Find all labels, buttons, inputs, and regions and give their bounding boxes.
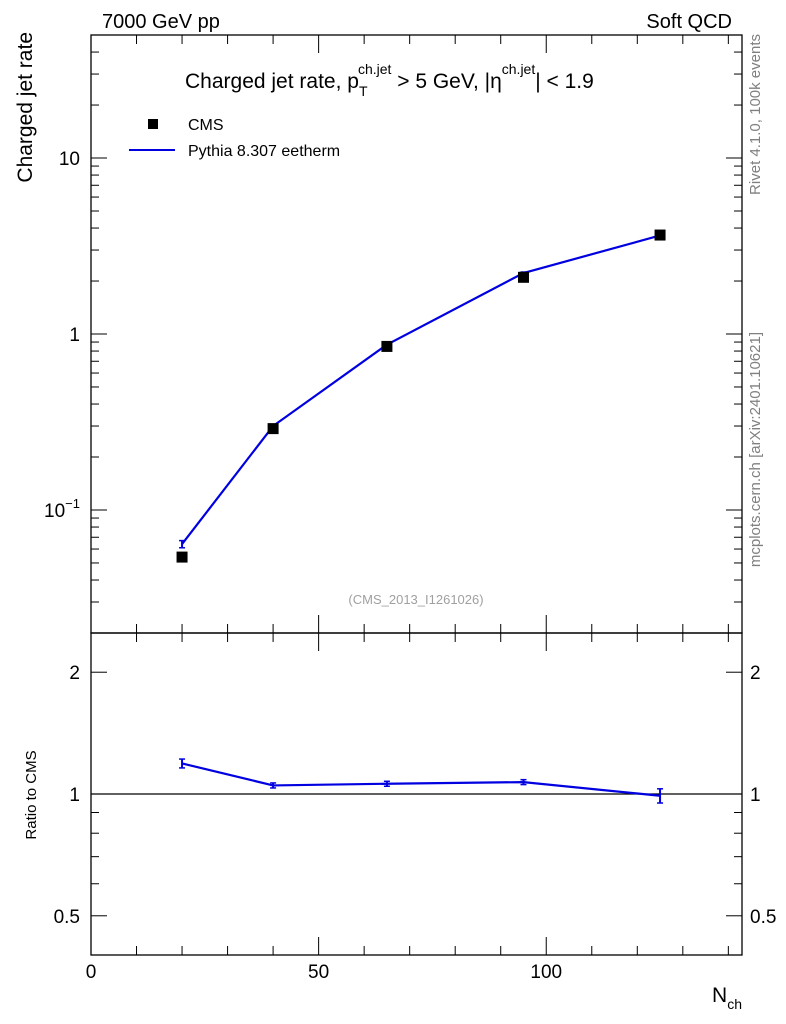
main-x-axis — [90, 35, 729, 633]
title-part-3: | < 1.9 — [535, 70, 594, 93]
header-left: 7000 GeV pp — [102, 11, 220, 33]
main-y-tick-label-base: 10 — [59, 149, 80, 170]
ratio-y-axis-label: Ratio to CMS — [23, 750, 40, 839]
header-right: Soft QCD — [646, 11, 732, 33]
main-plot-title: Charged jet rate, pTch.jet > 5 GeV, |ηch… — [185, 61, 594, 99]
ratio-mc-series — [179, 758, 664, 804]
legend-pythia-label: Pythia 8.307 eetherm — [188, 143, 340, 160]
main-data-series — [176, 229, 666, 563]
cms-data-point — [176, 551, 188, 563]
ratio-y-tick-label: 2 — [69, 663, 80, 684]
rivet-label: Rivet 4.1.0, 100k events — [747, 34, 764, 195]
analysis-id: (CMS_2013_I1261026) — [348, 592, 483, 607]
ratio-y-tick-label-right: 2 — [750, 663, 761, 684]
legend-cms-label: CMS — [188, 117, 224, 134]
x-tick-label: 50 — [308, 962, 329, 983]
mcplots-label: mcplots.cern.ch [arXiv:2401.10621] — [747, 332, 764, 567]
title-sup-1: ch.jet — [358, 61, 392, 77]
cms-data-point — [267, 423, 279, 435]
main-y-axis-label: Charged jet rate — [14, 32, 37, 183]
ratio-x-axis: 0 50 100 — [86, 633, 729, 983]
x-tick-label: 100 — [530, 962, 562, 983]
main-y-tick-label-exp: −1 — [65, 496, 80, 511]
pythia-line — [181, 234, 661, 545]
ratio-y-tick-label-right: 0.5 — [750, 907, 776, 928]
cms-data-point — [654, 229, 666, 241]
ratio-y-tick-label: 0.5 — [54, 907, 80, 928]
ratio-line — [181, 762, 661, 797]
title-sub-T: T — [359, 83, 368, 99]
cms-data-point — [517, 271, 529, 283]
title-part-2: > 5 GeV, | — [391, 70, 490, 93]
main-y-tick-label: 1 — [69, 325, 80, 346]
x-axis-label-sub: ch — [727, 996, 742, 1012]
ratio-y-axis: 0.5 0.5 1 1 2 2 — [54, 663, 776, 956]
x-tick-label: 0 — [86, 962, 97, 983]
ratio-y-tick-label-right: 1 — [750, 785, 761, 806]
main-y-tick-label-base: 10 — [44, 501, 65, 522]
main-y-tick-label: 10−1 — [44, 496, 80, 522]
title-eta: η — [490, 70, 502, 93]
ratio-y-tick-label: 1 — [69, 785, 80, 806]
main-y-tick-label: 10 — [59, 149, 80, 170]
main-mc-series — [179, 233, 664, 549]
title-sup-2: ch.jet — [502, 61, 536, 77]
main-y-tick-label-base: 1 — [69, 325, 80, 346]
x-axis-label-base: N — [712, 984, 727, 1007]
x-axis-label: Nch — [712, 984, 742, 1012]
title-part-1: Charged jet rate, p — [185, 70, 359, 93]
legend-cms-marker — [148, 119, 158, 129]
cms-data-point — [381, 340, 393, 352]
